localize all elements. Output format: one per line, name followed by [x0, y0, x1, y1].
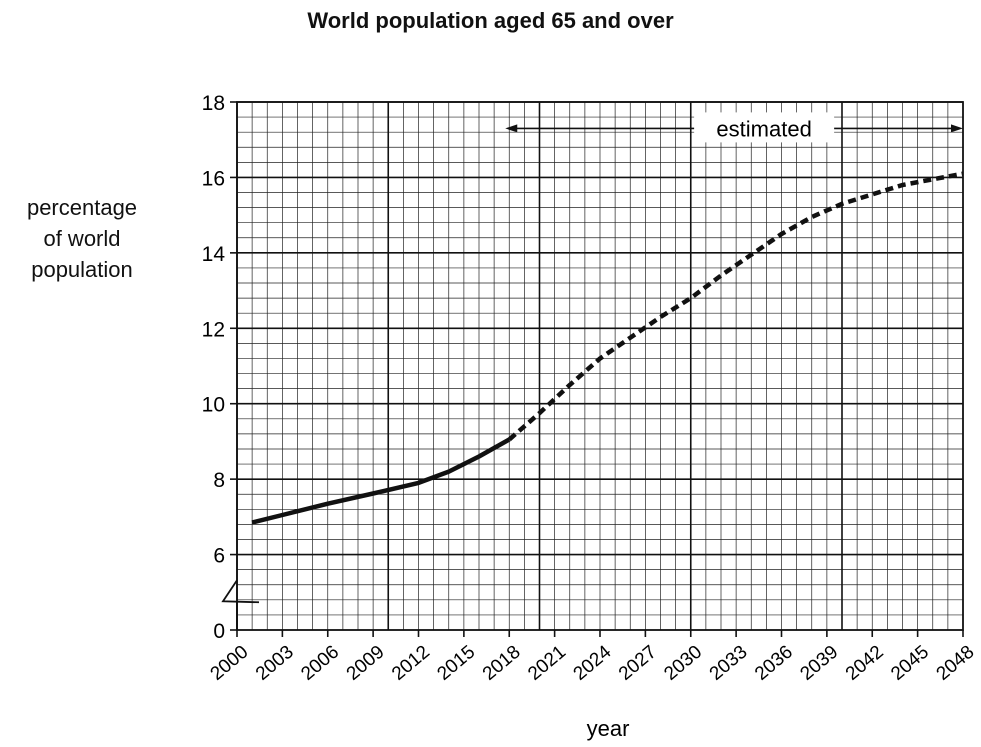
x-tick-label: 2015: [433, 642, 479, 685]
y-axis-label: percentage of world population: [0, 192, 164, 285]
estimated-series-line: [507, 171, 964, 442]
x-tick-label: 2021: [524, 642, 570, 685]
annotation-label: estimated: [716, 116, 811, 141]
x-tick-label: 2036: [751, 642, 797, 685]
recorded-series-line: [251, 437, 511, 525]
x-tick-label: 2033: [706, 642, 752, 685]
grid-minor: [236, 101, 964, 631]
x-tick-label: 2012: [388, 642, 434, 685]
x-tick-label: 2030: [660, 642, 706, 685]
y-axis-label-line-2: of world: [43, 226, 121, 251]
x-tick-label: 2006: [297, 642, 343, 685]
x-tick-label: 2039: [796, 642, 842, 685]
y-axis-label-line-3: population: [31, 257, 133, 282]
x-tick-label: 2000: [207, 642, 253, 685]
arrow-right-icon: [951, 124, 963, 133]
series-lines: [251, 171, 964, 525]
x-tick-label: 2009: [343, 642, 389, 685]
estimated-annotation: estimated: [505, 112, 963, 143]
y-axis-label-line-1: percentage: [26, 195, 138, 220]
y-tick-label: 14: [202, 243, 226, 266]
x-tick-label: 2018: [479, 642, 525, 685]
y-tick-label: 16: [202, 167, 225, 190]
axes: [221, 101, 964, 637]
x-axis-label: year: [587, 716, 630, 741]
x-tick-label: 2045: [887, 642, 933, 685]
x-tick-label: 2048: [933, 642, 979, 685]
x-tick-label: 2024: [570, 641, 616, 685]
chart-title: World population aged 65 and over: [307, 8, 674, 33]
arrow-left-icon: [505, 124, 518, 133]
x-tick-label: 2003: [252, 642, 298, 685]
annotation-label-bg: [694, 112, 835, 143]
y-tick-label: 8: [213, 469, 225, 492]
axis-break-icon: [221, 579, 260, 604]
x-tick-label: 2042: [842, 642, 888, 685]
x-tick-label: 2027: [615, 642, 661, 685]
y-tick-labels: 0 6 8 10 12 14 16 18: [202, 92, 226, 643]
y-tick-label: 18: [202, 92, 225, 115]
y-tick-label: 10: [202, 394, 225, 417]
x-tick-labels: 2000 2003 2006 2009 2012 2015 2018 2021 2024 2027…: [207, 641, 979, 685]
y-tick-label: 6: [213, 545, 225, 568]
y-tick-label: 0: [213, 620, 225, 643]
y-tick-label: 12: [202, 318, 225, 341]
